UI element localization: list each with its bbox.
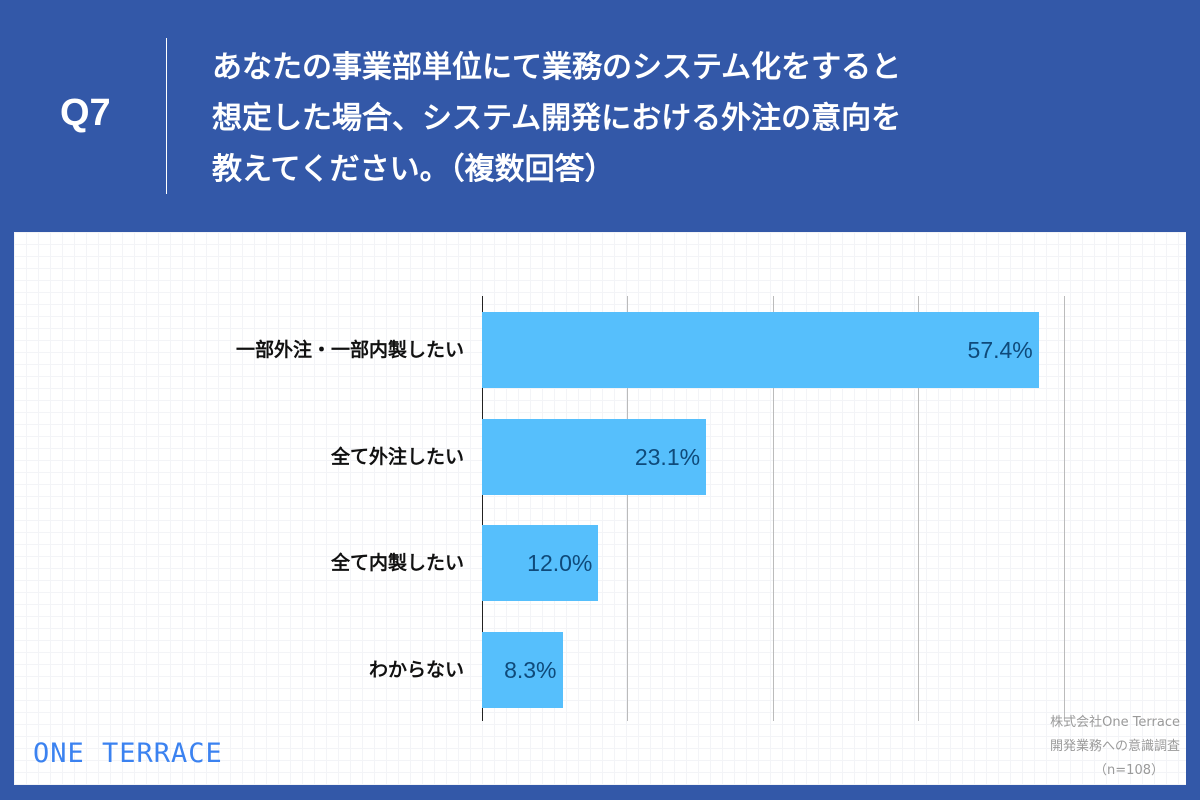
source-line: 開発業務への意識調査 bbox=[1049, 739, 1180, 754]
title-line: あなたの事業部単位にて業務のシステム化をすると bbox=[212, 50, 902, 85]
category-label: 全て外注したい bbox=[330, 446, 464, 468]
title-line: 想定した場合、システム開発における外注の意向を bbox=[212, 101, 902, 136]
bar-value-label: 57.4% bbox=[967, 337, 1033, 363]
category-label: 全て内製したい bbox=[330, 552, 464, 574]
gridline bbox=[1064, 296, 1065, 721]
bar: 8.3% bbox=[482, 632, 563, 708]
bar-value-label: 8.3% bbox=[504, 657, 557, 683]
bar: 23.1% bbox=[482, 419, 707, 495]
bar-value-label: 12.0% bbox=[527, 550, 593, 576]
source-line: 株式会社One Terrace bbox=[1050, 715, 1180, 730]
question-title: あなたの事業部単位にて業務のシステム化をすると 想定した場合、システム開発におけ… bbox=[212, 42, 1172, 195]
title-line: 教えてください。（複数回答） bbox=[212, 152, 615, 187]
bar: 12.0% bbox=[482, 525, 599, 601]
source-line: （n=108） bbox=[1094, 763, 1164, 778]
brand-logo: ONE TERRACE bbox=[33, 738, 223, 769]
bar-value-label: 23.1% bbox=[634, 444, 701, 470]
question-number: Q7 bbox=[60, 92, 111, 134]
gridline bbox=[918, 296, 919, 721]
plot-area: 57.4% 23.1% 12.0% 8.3% bbox=[482, 296, 1082, 721]
category-label: わからない bbox=[368, 659, 464, 681]
category-label: 一部外注・一部内製したい bbox=[235, 339, 464, 361]
y-axis bbox=[482, 296, 483, 721]
gridline bbox=[773, 296, 774, 721]
gridline bbox=[627, 296, 628, 721]
question-divider bbox=[166, 38, 167, 194]
bar: 57.4% bbox=[482, 312, 1039, 388]
